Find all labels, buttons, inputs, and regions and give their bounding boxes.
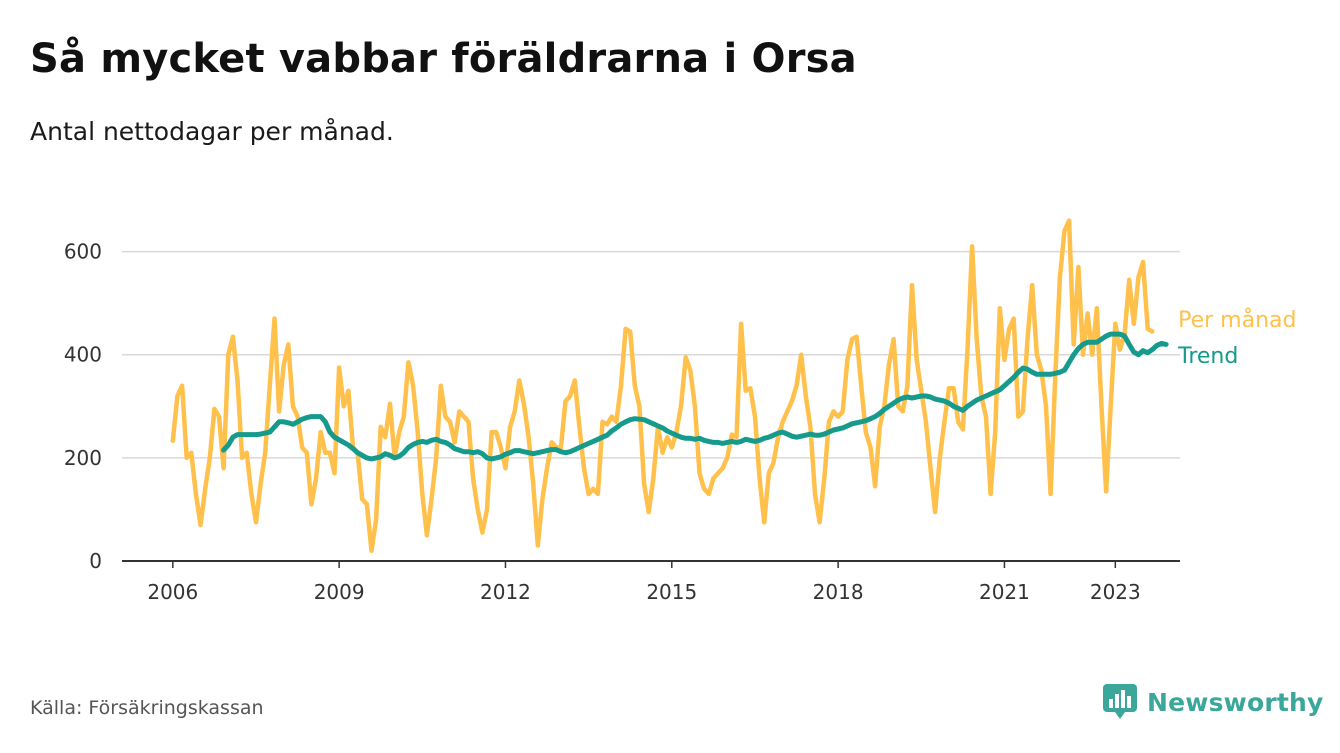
- x-tick-label: 2006: [147, 580, 198, 604]
- x-tick-label: 2012: [480, 580, 531, 604]
- series-lines: [170, 218, 1169, 553]
- x-axis: 2006 2009 2012 2015 2018 2021 2023: [122, 560, 1180, 604]
- y-tick-label: 200: [64, 446, 102, 470]
- x-tick-label: 2015: [646, 580, 697, 604]
- y-axis-ticks: 0 200 400 600: [64, 240, 102, 573]
- brand-logo: Newsworthy: [1103, 684, 1324, 720]
- source-note: Källa: Försäkringskassan: [30, 697, 264, 719]
- x-tick-label: 2018: [813, 580, 864, 604]
- y-tick-label: 600: [64, 240, 102, 264]
- y-tick-label: 0: [89, 549, 102, 573]
- grid-lines: [122, 250, 1180, 459]
- series-label-trend: Trend: [1177, 344, 1238, 369]
- y-tick-label: 400: [64, 343, 102, 367]
- series-label-per-manad: Per månad: [1178, 307, 1296, 333]
- bar-chart-icon: [1103, 684, 1137, 719]
- chart-subtitle: Antal nettodagar per månad.: [30, 117, 394, 146]
- series-labels: Per månad Trend: [1177, 307, 1296, 369]
- series-line-trend: [221, 331, 1169, 462]
- x-tick-label: 2009: [314, 580, 365, 604]
- chart-title: Så mycket vabbar föräldrarna i Orsa: [30, 36, 857, 82]
- x-tick-label: 2023: [1090, 580, 1141, 604]
- x-tick-label: 2021: [979, 580, 1030, 604]
- brand-name: Newsworthy: [1147, 687, 1324, 717]
